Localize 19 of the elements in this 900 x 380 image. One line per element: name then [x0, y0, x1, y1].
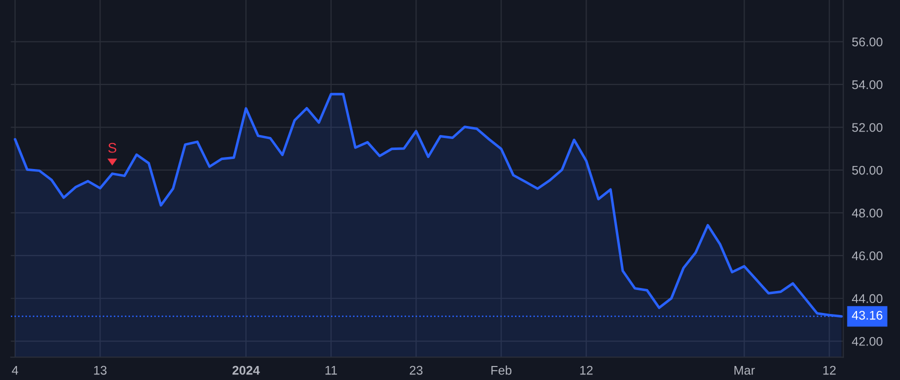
y-tick-label: 46.00 — [852, 251, 882, 260]
annotation: S — [108, 142, 116, 153]
x-tick-label: 12 — [580, 366, 593, 375]
y-tick-label: 42.00 — [852, 336, 882, 346]
x-tick-label: 4 — [12, 366, 18, 375]
x-tick-label: Feb — [491, 366, 512, 375]
x-tick-label: 12 — [823, 366, 836, 375]
x-tick-label: 11 — [326, 366, 337, 375]
y-tick-label: 48.00 — [852, 208, 882, 218]
x-tick-label: 2024 — [232, 366, 260, 375]
x-tick-label: 23 — [410, 366, 423, 375]
x-tick-label: 13 — [94, 366, 107, 375]
y-tick-label: 52.00 — [852, 123, 882, 132]
x-tick-label: Mar — [734, 366, 755, 375]
y-tick-label: 56.00 — [852, 38, 882, 46]
y-tick-label: 44.00 — [852, 294, 882, 304]
y-tick-label: 50.00 — [852, 166, 882, 175]
ref-line-label: 43.16 — [852, 310, 882, 320]
y-tick-label: 54.00 — [852, 80, 882, 90]
